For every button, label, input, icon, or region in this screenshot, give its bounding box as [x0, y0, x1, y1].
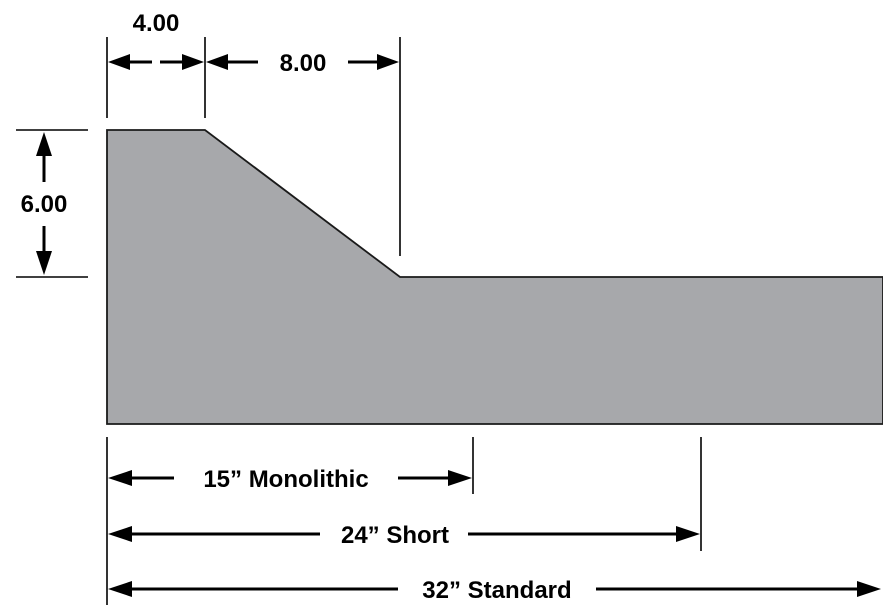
length-short: 24” Short [108, 522, 700, 549]
arrow-left-icon [108, 581, 132, 597]
arrow-up-icon [36, 132, 52, 156]
arrow-left-icon [108, 54, 130, 70]
arrow-left-icon [108, 470, 132, 486]
dimension-top-flat: 4.00 [106, 10, 206, 118]
arrow-right-icon [448, 470, 472, 486]
length-label-standard: 32” Standard [422, 577, 571, 604]
arrow-left-icon [206, 54, 228, 70]
dimension-height: 6.00 [16, 129, 88, 278]
arrow-right-icon [676, 526, 700, 542]
length-label-monolithic: 15” Monolithic [203, 466, 368, 493]
arrow-down-icon [36, 251, 52, 275]
arrow-right-icon [857, 581, 881, 597]
dimension-label-top-flat: 4.00 [133, 10, 180, 37]
curb-profile-shape [106, 129, 883, 425]
dimension-slope-run: 8.00 [206, 37, 401, 256]
dimension-label-height: 6.00 [21, 191, 68, 218]
arrow-right-icon [377, 54, 399, 70]
length-standard: 32” Standard [108, 577, 881, 604]
length-monolithic: 15” Monolithic [108, 466, 472, 493]
length-label-short: 24” Short [341, 522, 449, 549]
arrow-left-icon [108, 526, 132, 542]
dimension-label-slope-run: 8.00 [280, 50, 327, 77]
arrow-right-icon [182, 54, 204, 70]
